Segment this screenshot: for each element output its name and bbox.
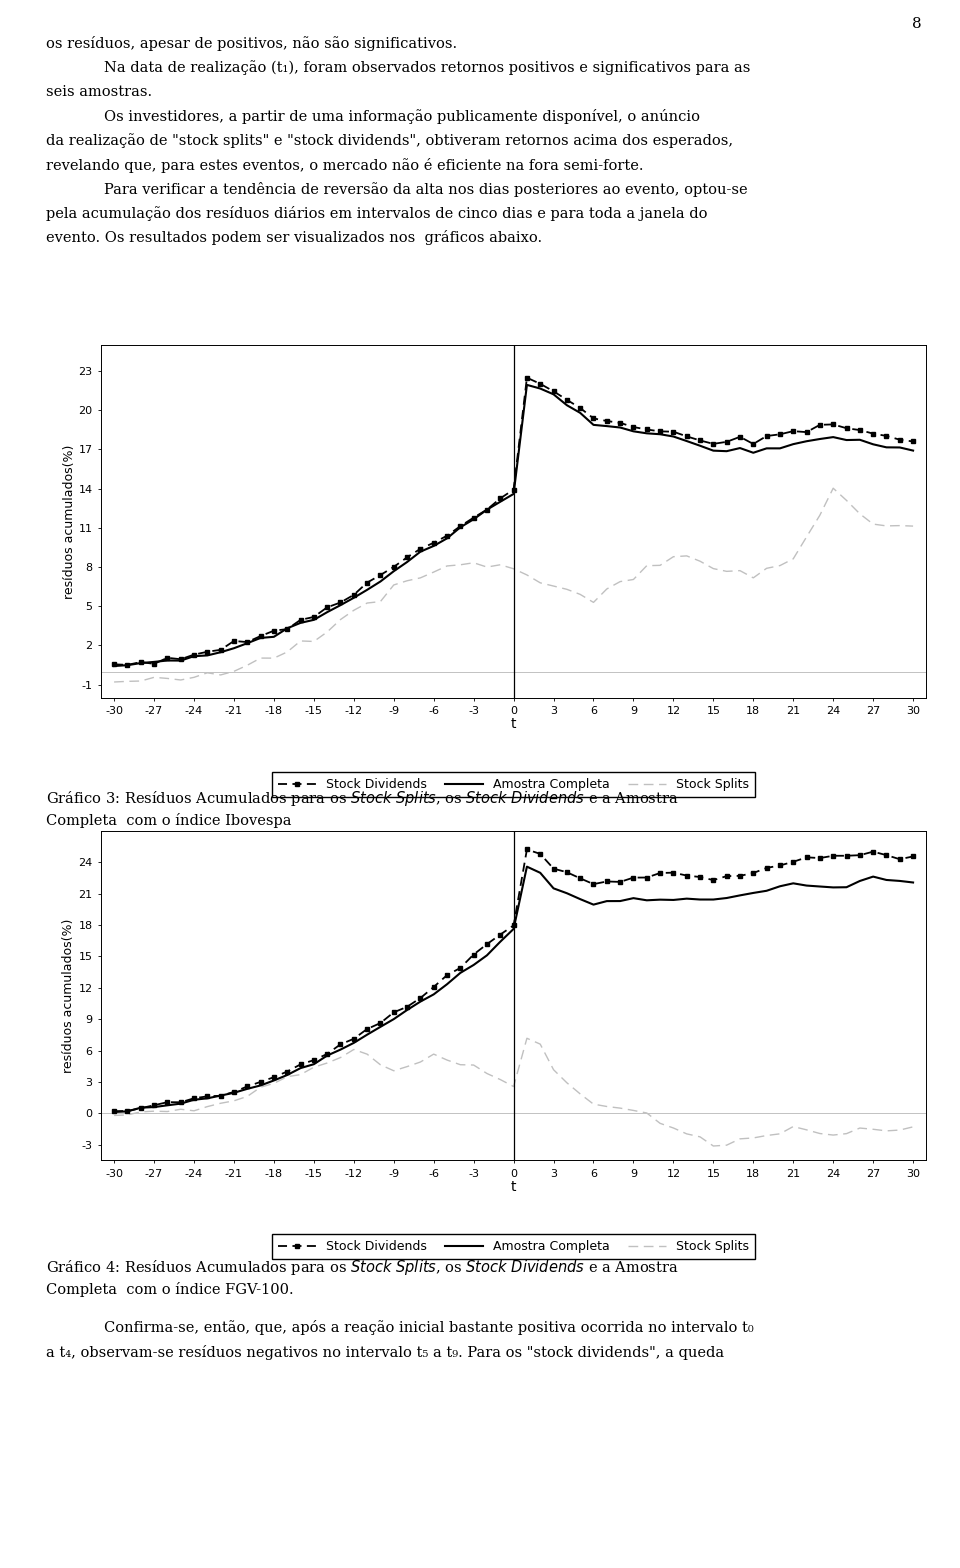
Legend: Stock Dividends, Amostra Completa, Stock Splits: Stock Dividends, Amostra Completa, Stock… xyxy=(272,1234,756,1259)
Text: revelando que, para estes eventos, o mercado não é eficiente na fora semi-forte.: revelando que, para estes eventos, o mer… xyxy=(46,157,643,172)
Text: pela acumulação dos resíduos diários em intervalos de cinco dias e para toda a j: pela acumulação dos resíduos diários em … xyxy=(46,205,708,221)
Text: Completa  com o índice FGV-100.: Completa com o índice FGV-100. xyxy=(46,1283,294,1297)
Text: Os investidores, a partir de uma informação publicamente disponível, o anúncio: Os investidores, a partir de uma informa… xyxy=(104,110,700,124)
Text: Para verificar a tendência de reversão da alta nos dias posteriores ao evento, o: Para verificar a tendência de reversão d… xyxy=(104,182,747,198)
Y-axis label: resíduos acumulados(%): resíduos acumulados(%) xyxy=(62,919,76,1073)
Text: Gráfico 3: Resíduos Acumulados para os $\it{Stock\ Splits}$, os $\it{Stock\ Divi: Gráfico 3: Resíduos Acumulados para os $… xyxy=(46,789,679,808)
Text: evento. Os resultados podem ser visualizados nos  gráficos abaixo.: evento. Os resultados podem ser visualiz… xyxy=(46,230,542,246)
X-axis label: t: t xyxy=(511,718,516,732)
X-axis label: t: t xyxy=(511,1181,516,1195)
Legend: Stock Dividends, Amostra Completa, Stock Splits: Stock Dividends, Amostra Completa, Stock… xyxy=(272,771,756,798)
Text: Gráfico 4: Resíduos Acumulados para os $\it{Stock\ Splits}$, os $\it{Stock\ Divi: Gráfico 4: Resíduos Acumulados para os $… xyxy=(46,1258,679,1276)
Text: da realização de "stock splits" e "stock dividends", obtiveram retornos acima do: da realização de "stock splits" e "stock… xyxy=(46,133,733,147)
Text: os resíduos, apesar de positivos, não são significativos.: os resíduos, apesar de positivos, não sã… xyxy=(46,36,457,52)
Y-axis label: resíduos acumulados(%): resíduos acumulados(%) xyxy=(62,444,76,599)
Text: Na data de realização (t₁), foram observados retornos positivos e significativos: Na data de realização (t₁), foram observ… xyxy=(104,61,750,75)
Text: 8: 8 xyxy=(912,17,922,31)
Text: Completa  com o índice Ibovespa: Completa com o índice Ibovespa xyxy=(46,812,292,828)
Text: Confirma-se, então, que, após a reação inicial bastante positiva ocorrida no int: Confirma-se, então, que, após a reação i… xyxy=(104,1320,754,1336)
Text: a t₄, observam-se resíduos negativos no intervalo t₅ a t₉. Para os "stock divide: a t₄, observam-se resíduos negativos no … xyxy=(46,1344,724,1359)
Text: seis amostras.: seis amostras. xyxy=(46,85,153,99)
